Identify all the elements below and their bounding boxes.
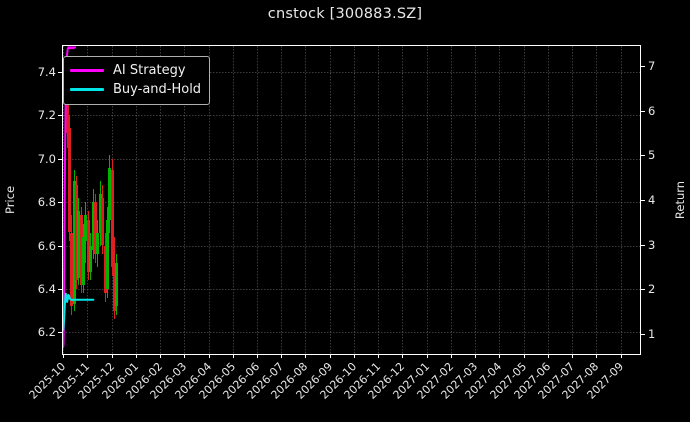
candle-body xyxy=(103,245,107,294)
candle-body xyxy=(96,232,100,255)
y-tick-mark-left xyxy=(58,115,62,117)
candle-body xyxy=(82,236,86,285)
x-tick-mark xyxy=(475,354,477,358)
x-tick-mark xyxy=(63,354,64,358)
x-tick-mark xyxy=(450,354,452,358)
candle-body xyxy=(84,215,88,242)
y-tick-mark-left xyxy=(58,72,62,73)
candle-body xyxy=(67,128,71,233)
y-tick-label-left: 6.8 xyxy=(37,195,56,210)
x-tick-mark xyxy=(426,354,428,358)
x-tick-mark xyxy=(378,354,380,358)
x-tick-mark xyxy=(329,354,331,358)
chart-legend[interactable]: AI Strategy Buy-and-Hold xyxy=(63,56,211,105)
y-tick-label-left: 6.4 xyxy=(37,281,56,296)
x-tick-mark xyxy=(523,354,525,358)
candle-body xyxy=(65,93,69,133)
page-title: cnstock [300883.SZ] xyxy=(267,6,423,22)
x-tick-mark xyxy=(353,354,355,358)
x-tick-mark xyxy=(135,354,137,358)
x-tick-mark xyxy=(281,354,283,358)
legend-swatch-buy-and-hold xyxy=(70,88,104,91)
x-tick-mark xyxy=(620,354,622,358)
y-tick-label-left: 7.4 xyxy=(37,65,56,79)
x-tick-mark xyxy=(572,354,574,358)
y-tick-mark-left xyxy=(58,158,62,160)
legend-item: Buy-and-Hold xyxy=(70,80,201,99)
y-tick-mark-left xyxy=(58,332,62,334)
candle-body xyxy=(91,202,95,250)
series-line-buy-and-hold xyxy=(63,294,93,330)
candle-body xyxy=(89,245,93,272)
series-lines xyxy=(63,46,640,354)
y-tick-label-right: 7 xyxy=(648,59,656,74)
x-tick-mark xyxy=(87,354,89,358)
x-tick-mark xyxy=(111,354,113,358)
y-tick-mark-left xyxy=(58,288,62,290)
candle-body xyxy=(98,193,102,233)
x-tick-mark xyxy=(596,354,598,358)
candle-body xyxy=(110,169,114,268)
candle-body xyxy=(105,219,109,289)
candle-body xyxy=(115,262,119,307)
legend-swatch-ai-strategy xyxy=(70,69,104,72)
legend-item: AI Strategy xyxy=(70,61,201,80)
x-tick-mark xyxy=(499,354,501,358)
legend-label: Buy-and-Hold xyxy=(113,82,202,97)
x-tick-mark xyxy=(305,354,307,358)
y-tick-mark-left xyxy=(58,245,62,247)
y-tick-label-left: 7.2 xyxy=(37,108,56,123)
series-line-ai-strategy xyxy=(63,47,75,347)
y-tick-label-right: 5 xyxy=(648,148,656,163)
y-tick-mark-left xyxy=(58,202,62,204)
x-tick-mark xyxy=(256,354,258,358)
x-tick-mark xyxy=(184,354,186,358)
candle-body xyxy=(75,184,78,281)
candle-body xyxy=(94,202,98,255)
y-tick-mark-right xyxy=(641,200,645,201)
x-tick-mark xyxy=(208,354,210,358)
y-tick-label-left: 6.6 xyxy=(37,238,56,253)
y-tick-label-right: 4 xyxy=(648,193,656,207)
y-tick-mark-right xyxy=(641,110,645,112)
y-tick-mark-right xyxy=(641,333,645,335)
candle-body xyxy=(79,215,83,285)
x-tick-mark xyxy=(160,354,161,358)
candle-body xyxy=(113,262,116,311)
candle-body xyxy=(101,197,104,246)
candle-body xyxy=(86,219,90,272)
candle-body xyxy=(77,210,81,278)
y-tick-mark-right xyxy=(641,244,645,246)
legend-label: AI Strategy xyxy=(113,63,186,78)
candle-body xyxy=(108,167,112,220)
x-tick-mark xyxy=(547,354,549,358)
y-tick-label-right: 3 xyxy=(648,237,656,252)
y-tick-label-right: 2 xyxy=(648,282,656,297)
y-tick-mark-right xyxy=(641,155,645,157)
y-tick-label-right: 1 xyxy=(648,326,656,341)
x-tick-mark xyxy=(232,354,234,358)
candle-body xyxy=(70,232,74,307)
y-tick-label-left: 7.0 xyxy=(37,151,56,166)
x-tick-mark xyxy=(402,354,404,358)
candle-body xyxy=(72,180,76,305)
y-tick-label-right: 6 xyxy=(648,103,656,118)
y-tick-mark-right xyxy=(641,66,645,68)
y-tick-label-left: 6.2 xyxy=(37,325,56,340)
y-tick-mark-right xyxy=(641,289,645,291)
